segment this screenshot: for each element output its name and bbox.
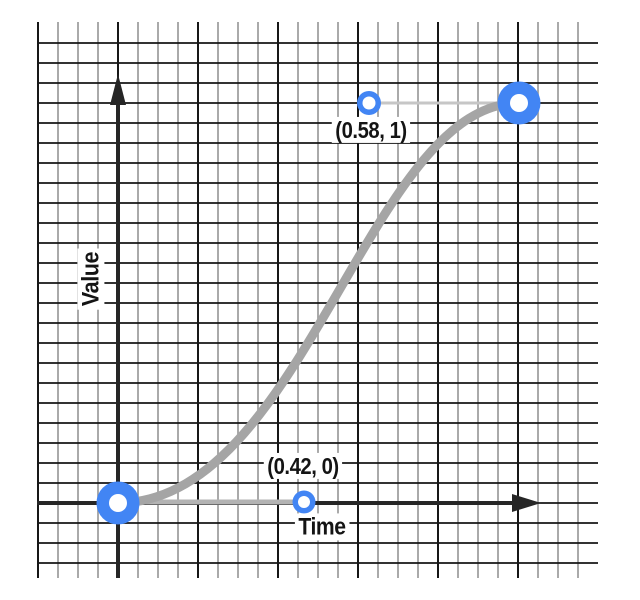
end-point-core — [510, 94, 528, 112]
grid — [37, 22, 598, 578]
y-axis-arrowhead — [110, 74, 126, 105]
bezier-curve — [113, 98, 524, 508]
control-point-1-label: (0.42, 0) — [263, 452, 343, 480]
control-point-1[interactable] — [292, 490, 316, 514]
control-point-2-core — [362, 96, 376, 110]
start-point[interactable] — [96, 481, 140, 525]
start-point-core — [109, 494, 127, 512]
x-axis-arrowhead — [512, 494, 541, 512]
y-axis-label: Value — [77, 248, 105, 310]
control-point-1-core — [298, 496, 310, 508]
control-point-2-label: (0.58, 1) — [331, 116, 411, 144]
control-point-2[interactable] — [357, 91, 381, 115]
end-point[interactable] — [497, 81, 541, 125]
x-axis-label: Time — [294, 513, 350, 541]
